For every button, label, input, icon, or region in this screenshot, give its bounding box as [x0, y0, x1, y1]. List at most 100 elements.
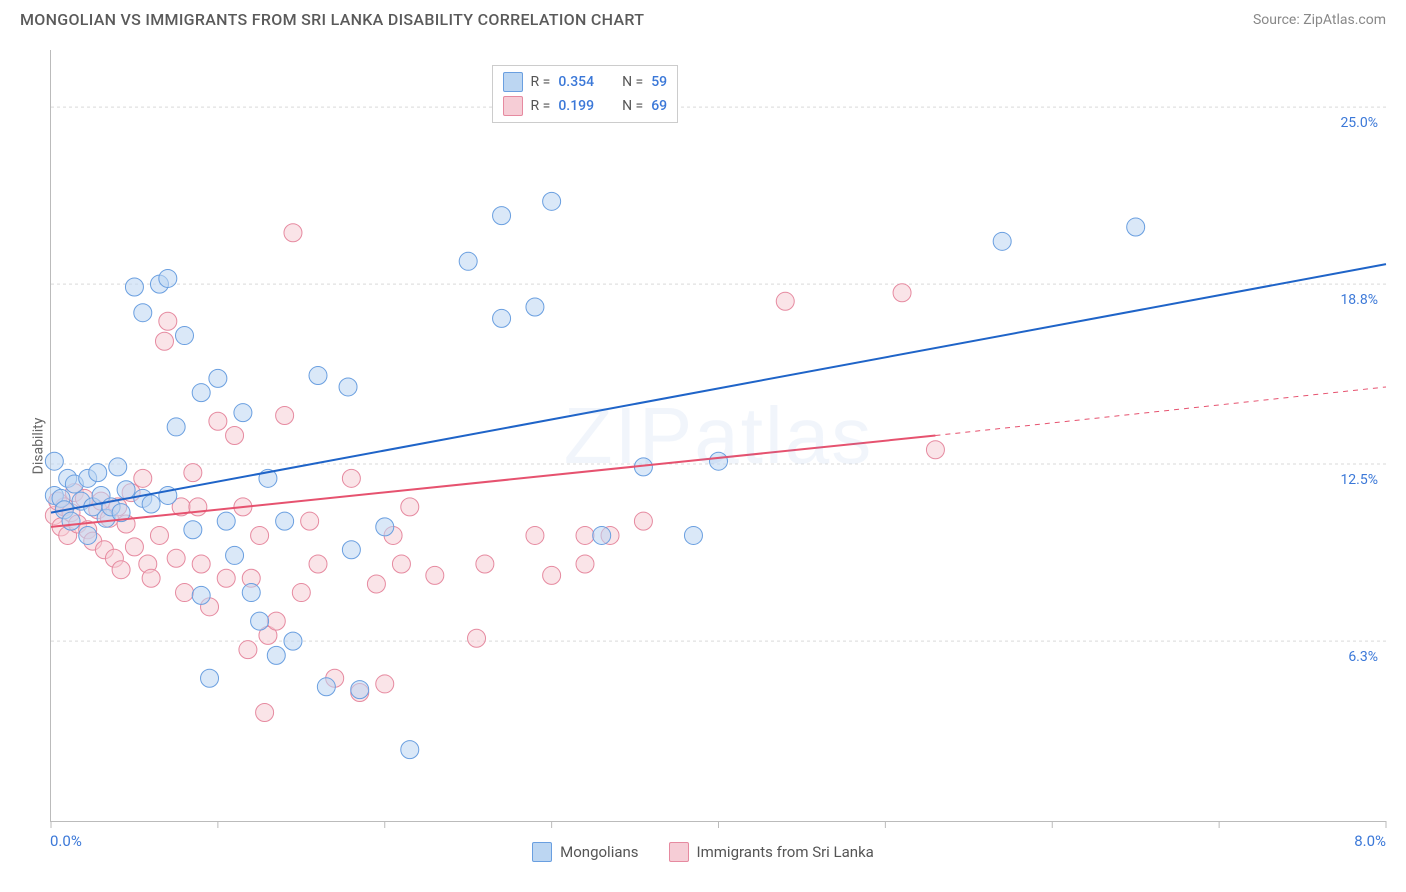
point-series1	[209, 369, 227, 387]
stat-r-label: R =	[531, 98, 551, 114]
point-series1	[276, 512, 294, 530]
point-series1	[234, 404, 252, 422]
point-series2	[256, 703, 274, 721]
point-series1	[217, 512, 235, 530]
point-series1	[684, 526, 702, 544]
trend-line-series2	[51, 436, 935, 527]
point-series1	[401, 741, 419, 759]
stat-row: R =0.199N =69	[503, 94, 668, 118]
point-series1	[1127, 218, 1145, 236]
point-series2	[142, 569, 160, 587]
point-series2	[150, 526, 168, 544]
point-series2	[251, 526, 269, 544]
point-series1	[89, 464, 107, 482]
point-series1	[176, 327, 194, 345]
point-series1	[317, 678, 335, 696]
point-series2	[267, 612, 285, 630]
point-series1	[710, 452, 728, 470]
stat-r-value: 0.354	[558, 74, 594, 90]
point-series1	[376, 518, 394, 536]
scatter-plot-svg: 6.3%12.5%18.8%25.0%	[51, 50, 1386, 821]
point-series2	[426, 566, 444, 584]
point-series1	[543, 192, 561, 210]
y-tick-label: 18.8%	[1340, 292, 1378, 308]
point-series2	[342, 469, 360, 487]
point-series2	[301, 512, 319, 530]
legend-item-series2: Immigrants from Sri Lanka	[669, 842, 874, 862]
point-series1	[192, 586, 210, 604]
point-series1	[593, 526, 611, 544]
trend-line-series1	[51, 264, 1386, 512]
point-series2	[543, 566, 561, 584]
point-series2	[576, 555, 594, 573]
stat-row: R = 0.354 N = 59	[503, 70, 668, 94]
point-series2	[401, 498, 419, 516]
point-series1	[339, 378, 357, 396]
point-series1	[142, 495, 160, 513]
point-series1	[493, 207, 511, 225]
point-series1	[45, 452, 63, 470]
point-series1	[242, 584, 260, 602]
point-series2	[576, 526, 594, 544]
point-series2	[167, 549, 185, 567]
point-series1	[159, 269, 177, 287]
point-series1	[125, 278, 143, 296]
point-series2	[155, 332, 173, 350]
point-series2	[476, 555, 494, 573]
point-series1	[62, 512, 80, 530]
stat-swatch	[503, 96, 523, 116]
point-series2	[926, 441, 944, 459]
stat-n-value: 59	[651, 74, 667, 90]
y-tick-label: 25.0%	[1340, 115, 1378, 131]
plot-area: 6.3%12.5%18.8%25.0% ZIPatlas R =0.354N =…	[50, 50, 1386, 822]
chart-container: 6.3%12.5%18.8%25.0% ZIPatlas R =0.354N =…	[50, 50, 1386, 822]
point-series2	[176, 584, 194, 602]
point-series1	[251, 612, 269, 630]
legend-label-series1: Mongolians	[560, 843, 638, 861]
point-series2	[376, 675, 394, 693]
point-series2	[893, 284, 911, 302]
point-series2	[468, 629, 486, 647]
stat-n-label: N =	[622, 98, 643, 114]
point-series1	[109, 458, 127, 476]
point-series1	[284, 632, 302, 650]
point-series2	[526, 526, 544, 544]
stat-r-value: 0.199	[558, 98, 594, 114]
point-series2	[284, 224, 302, 242]
point-series2	[239, 641, 257, 659]
trend-line-series2-dashed	[935, 387, 1386, 436]
point-series2	[226, 427, 244, 445]
series-legend: Mongolians Immigrants from Sri Lanka	[0, 842, 1406, 862]
y-tick-label: 6.3%	[1348, 649, 1378, 665]
point-series1	[351, 681, 369, 699]
stat-swatch	[503, 72, 523, 92]
point-series2	[159, 312, 177, 330]
point-series2	[217, 569, 235, 587]
point-series2	[392, 555, 410, 573]
point-series2	[112, 561, 130, 579]
legend-swatch-series2	[669, 842, 689, 862]
y-axis-label: Disability	[30, 418, 46, 475]
stat-r-label: R =	[531, 74, 551, 90]
point-series1	[79, 526, 97, 544]
point-series2	[125, 538, 143, 556]
point-series1	[117, 481, 135, 499]
legend-label-series2: Immigrants from Sri Lanka	[697, 843, 874, 861]
point-series2	[309, 555, 327, 573]
point-series2	[776, 292, 794, 310]
point-series1	[226, 546, 244, 564]
correlation-stat-box: R =0.354N =59R =0.199N =69	[492, 65, 679, 123]
point-series1	[201, 669, 219, 687]
point-series1	[184, 521, 202, 539]
point-series1	[167, 418, 185, 436]
stat-n-label: N =	[622, 74, 643, 90]
point-series1	[493, 309, 511, 327]
source-attribution: Source: ZipAtlas.com	[1253, 12, 1386, 28]
point-series2	[134, 469, 152, 487]
point-series2	[292, 584, 310, 602]
point-series1	[192, 384, 210, 402]
point-series1	[309, 367, 327, 385]
point-series2	[634, 512, 652, 530]
legend-swatch-series1	[532, 842, 552, 862]
chart-title: MONGOLIAN VS IMMIGRANTS FROM SRI LANKA D…	[20, 10, 644, 29]
